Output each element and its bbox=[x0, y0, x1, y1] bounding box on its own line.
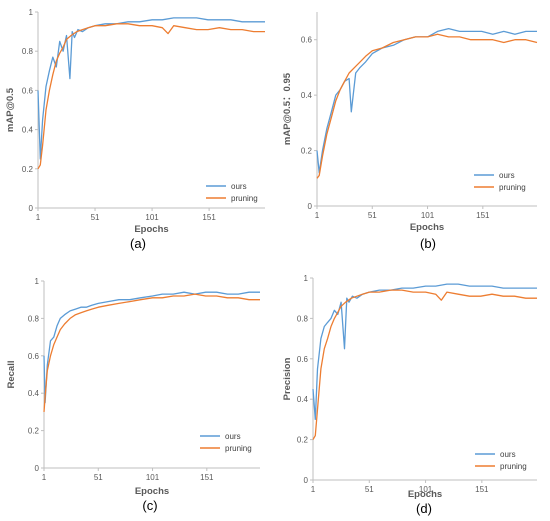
y-tick-label: 0.8 bbox=[22, 47, 34, 56]
x-tick-label: 101 bbox=[419, 485, 433, 494]
chart-panel-d: 00.20.40.60.811 51 101 151ourspruningEpochs… bbox=[282, 274, 537, 516]
x-axis-label: Epochs bbox=[408, 489, 442, 500]
y-tick-label: 0.6 bbox=[22, 86, 34, 95]
x-axis-label: Epochs bbox=[410, 222, 444, 233]
x-axis-label: Epochs bbox=[135, 486, 169, 497]
y-tick-label: 0.4 bbox=[297, 395, 309, 404]
x-tick-label: 1 bbox=[42, 473, 47, 482]
x-axis-label: Epochs bbox=[134, 224, 168, 235]
legend-label-ours: ours bbox=[225, 432, 241, 441]
legend-label-pruning: pruning bbox=[225, 444, 252, 453]
y-tick-label: 1 bbox=[304, 274, 309, 283]
legend-label-pruning: pruning bbox=[231, 194, 258, 203]
x-tick-label: 51 bbox=[368, 211, 377, 220]
y-axis-label: Recall bbox=[6, 361, 17, 389]
y-tick-label: 0.2 bbox=[22, 165, 34, 174]
y-axis-label: mAP@0.5 bbox=[5, 87, 16, 132]
series-line-ours bbox=[312, 283, 537, 421]
legend-label-pruning: pruning bbox=[499, 183, 526, 192]
panel-caption: (d) bbox=[416, 501, 432, 516]
legend-label-ours: ours bbox=[500, 450, 516, 459]
panel-caption: (b) bbox=[420, 236, 436, 251]
series-line-pruning bbox=[316, 33, 538, 179]
series-line-ours bbox=[316, 27, 537, 174]
y-tick-label: 0.2 bbox=[297, 436, 309, 445]
y-axis-label: mAP@0.5：0.95 bbox=[282, 72, 293, 145]
x-tick-label: 51 bbox=[365, 485, 374, 494]
y-tick-label: 0.2 bbox=[28, 427, 40, 436]
x-tick-label: 51 bbox=[94, 473, 103, 482]
series-line-ours bbox=[43, 291, 260, 404]
series-line-ours bbox=[37, 17, 265, 160]
y-tick-label: 0.6 bbox=[301, 36, 313, 45]
chart-panel-b: 00.20.40.61 51 101 151ourspruningEpochsmAP@… bbox=[282, 12, 538, 251]
x-tick-label: 1 bbox=[315, 211, 320, 220]
x-tick-label: 151 bbox=[475, 485, 489, 494]
y-tick-label: 0 bbox=[308, 202, 313, 211]
y-tick-label: 0.4 bbox=[22, 126, 34, 135]
y-tick-label: 0.8 bbox=[28, 314, 40, 323]
x-tick-label: 151 bbox=[200, 473, 214, 482]
y-tick-label: 0 bbox=[29, 204, 34, 213]
y-tick-label: 0 bbox=[304, 476, 309, 485]
y-axis-label: Precision bbox=[282, 357, 293, 400]
panel-caption: (a) bbox=[130, 236, 146, 251]
y-tick-label: 0.2 bbox=[301, 147, 313, 156]
y-tick-label: 0.4 bbox=[301, 91, 313, 100]
legend-label-ours: ours bbox=[499, 171, 515, 180]
legend-label-pruning: pruning bbox=[500, 462, 527, 471]
y-tick-label: 0.6 bbox=[297, 355, 309, 364]
y-tick-label: 0.8 bbox=[297, 314, 309, 323]
x-tick-label: 51 bbox=[91, 213, 100, 222]
series-line-pruning bbox=[43, 293, 260, 412]
x-tick-label: 1 bbox=[36, 213, 41, 222]
y-tick-label: 0.6 bbox=[28, 352, 40, 361]
y-tick-label: 1 bbox=[29, 8, 34, 17]
x-tick-label: 101 bbox=[421, 211, 435, 220]
x-tick-label: 151 bbox=[202, 213, 216, 222]
chart-panel-a: 00.20.40.60.811 51 101 151ourspruningEpochs… bbox=[5, 8, 265, 251]
x-tick-label: 151 bbox=[476, 211, 490, 220]
x-tick-label: 101 bbox=[146, 473, 160, 482]
series-line-pruning bbox=[37, 23, 265, 170]
y-tick-label: 1 bbox=[35, 277, 40, 286]
x-tick-label: 101 bbox=[145, 213, 159, 222]
chart-panel-c: 00.20.40.60.811 51 101 151ourspruningEpochs… bbox=[6, 277, 260, 513]
series-line-pruning bbox=[312, 289, 537, 440]
panel-caption: (c) bbox=[142, 498, 157, 513]
x-tick-label: 1 bbox=[311, 485, 316, 494]
y-tick-label: 0.4 bbox=[28, 389, 40, 398]
legend-label-ours: ours bbox=[231, 182, 247, 191]
y-tick-label: 0 bbox=[35, 464, 40, 473]
